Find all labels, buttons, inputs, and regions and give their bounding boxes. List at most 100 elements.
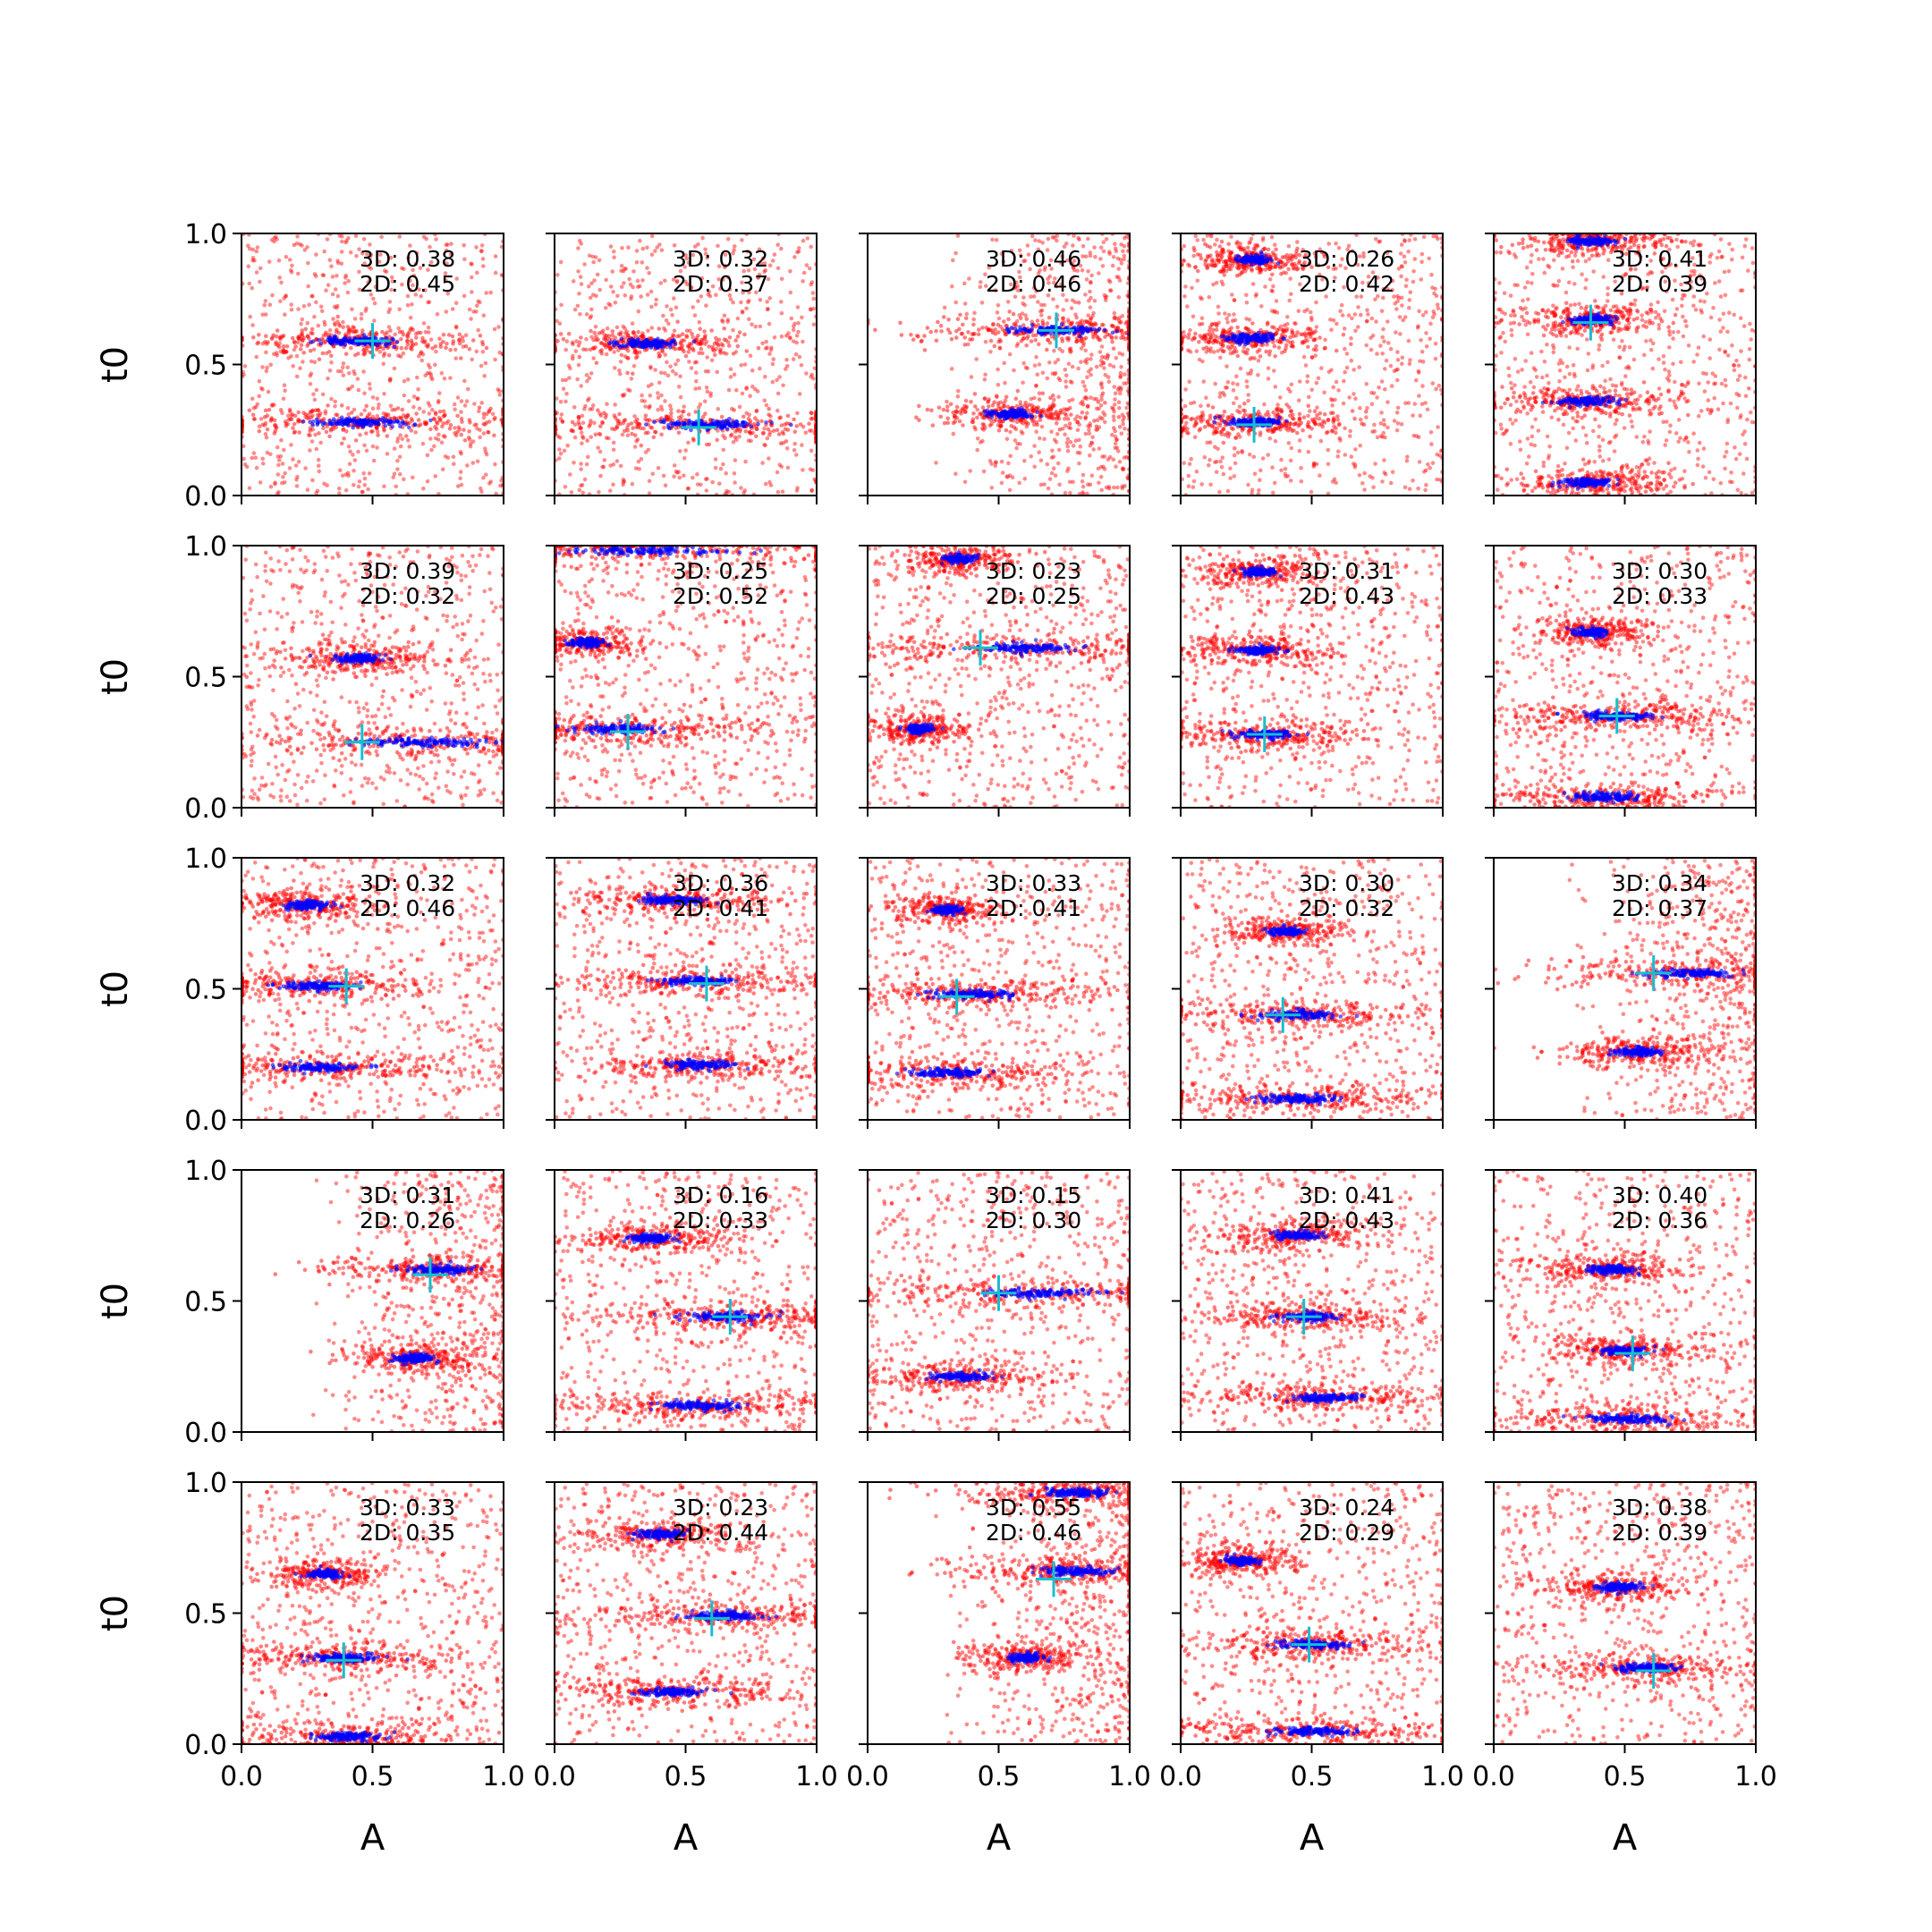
red-sample-point [1032,363,1038,369]
red-sample-point [272,235,277,241]
blue-sample-point [1009,326,1014,330]
blue-sample-point [1061,331,1066,336]
red-sample-point [570,356,575,361]
red-sample-point [621,479,626,485]
red-sample-point [1305,379,1309,385]
red-sample-point [1219,279,1224,284]
red-sample-point [317,357,322,362]
red-sample-point [1103,372,1108,377]
red-sample-point [1189,401,1193,406]
red-sample-point [1080,254,1085,258]
red-sample-point [1086,236,1090,242]
red-sample-point [1068,346,1073,352]
red-sample-point [707,442,712,447]
red-sample-point [433,344,438,349]
red-sample-point [653,302,658,307]
red-sample-point [251,335,256,340]
red-sample-point [1080,402,1086,407]
red-sample-point [462,403,468,408]
red-sample-point [1426,462,1430,467]
red-sample-point [589,371,594,376]
red-sample-point [1006,317,1011,322]
red-sample-point [619,352,624,358]
red-sample-point [314,387,319,393]
red-sample-point [497,388,502,394]
red-sample-point [481,415,487,420]
red-sample-point [1098,257,1103,261]
red-sample-point [742,488,748,493]
red-sample-point [1274,299,1279,303]
red-sample-point [925,326,930,330]
red-sample-point [936,405,942,411]
red-sample-point [934,338,939,343]
red-sample-point [710,479,715,485]
blue-sample-point [1019,328,1024,333]
red-sample-point [247,408,252,413]
red-sample-point [1117,320,1123,326]
red-sample-point [335,303,340,309]
red-sample-point [1350,249,1355,254]
red-sample-point [990,330,996,335]
red-sample-point [1416,435,1421,440]
red-sample-point [263,432,268,436]
red-sample-point [1249,368,1254,373]
red-sample-point [1049,429,1054,434]
red-sample-point [496,325,501,329]
red-sample-point [1286,386,1291,392]
red-sample-point [1062,244,1067,250]
red-sample-point [579,384,583,388]
red-sample-point [1105,356,1110,361]
red-sample-point [679,418,683,422]
red-sample-point [1340,313,1345,318]
red-sample-point [385,330,389,335]
red-sample-point [705,477,709,481]
red-sample-point [362,261,367,266]
red-sample-point [1092,419,1097,423]
red-sample-point [1247,318,1252,322]
red-sample-point [314,252,318,257]
red-sample-point [1372,422,1377,428]
red-sample-point [414,335,419,340]
red-sample-point [445,242,450,247]
red-sample-point [744,386,750,390]
red-sample-point [1109,335,1114,340]
red-sample-point [1071,479,1075,485]
red-sample-point [762,269,767,275]
red-sample-point [949,367,954,371]
red-sample-point [1262,402,1267,407]
red-sample-point [321,273,326,278]
red-sample-point [257,424,262,429]
red-sample-point [1099,344,1105,349]
blue-sample-point [301,419,306,424]
blue-sample-point [1011,410,1015,415]
red-sample-point [725,340,731,344]
red-sample-point [334,412,339,417]
red-sample-point [809,428,814,433]
red-sample-point [1040,370,1046,376]
red-sample-point [953,300,958,305]
red-sample-point [1107,251,1112,257]
red-sample-point [1348,428,1352,434]
red-sample-point [1020,311,1025,316]
red-sample-point [678,449,682,453]
red-sample-point [343,487,349,493]
red-sample-point [1334,241,1338,246]
red-sample-point [1392,369,1397,374]
red-sample-point [1395,350,1400,354]
red-sample-point [1229,234,1233,240]
red-sample-point [1435,302,1440,308]
red-sample-point [979,412,985,417]
red-sample-point [352,469,356,473]
red-sample-point [1072,300,1078,305]
red-sample-point [1018,275,1022,280]
red-sample-point [691,438,696,443]
red-sample-point [1419,402,1425,407]
red-sample-point [440,467,445,472]
red-sample-point [975,415,979,420]
red-sample-point [983,372,987,377]
red-sample-point [1036,271,1041,275]
red-sample-point [436,437,441,442]
red-sample-point [597,489,601,495]
red-sample-point [1186,484,1191,488]
